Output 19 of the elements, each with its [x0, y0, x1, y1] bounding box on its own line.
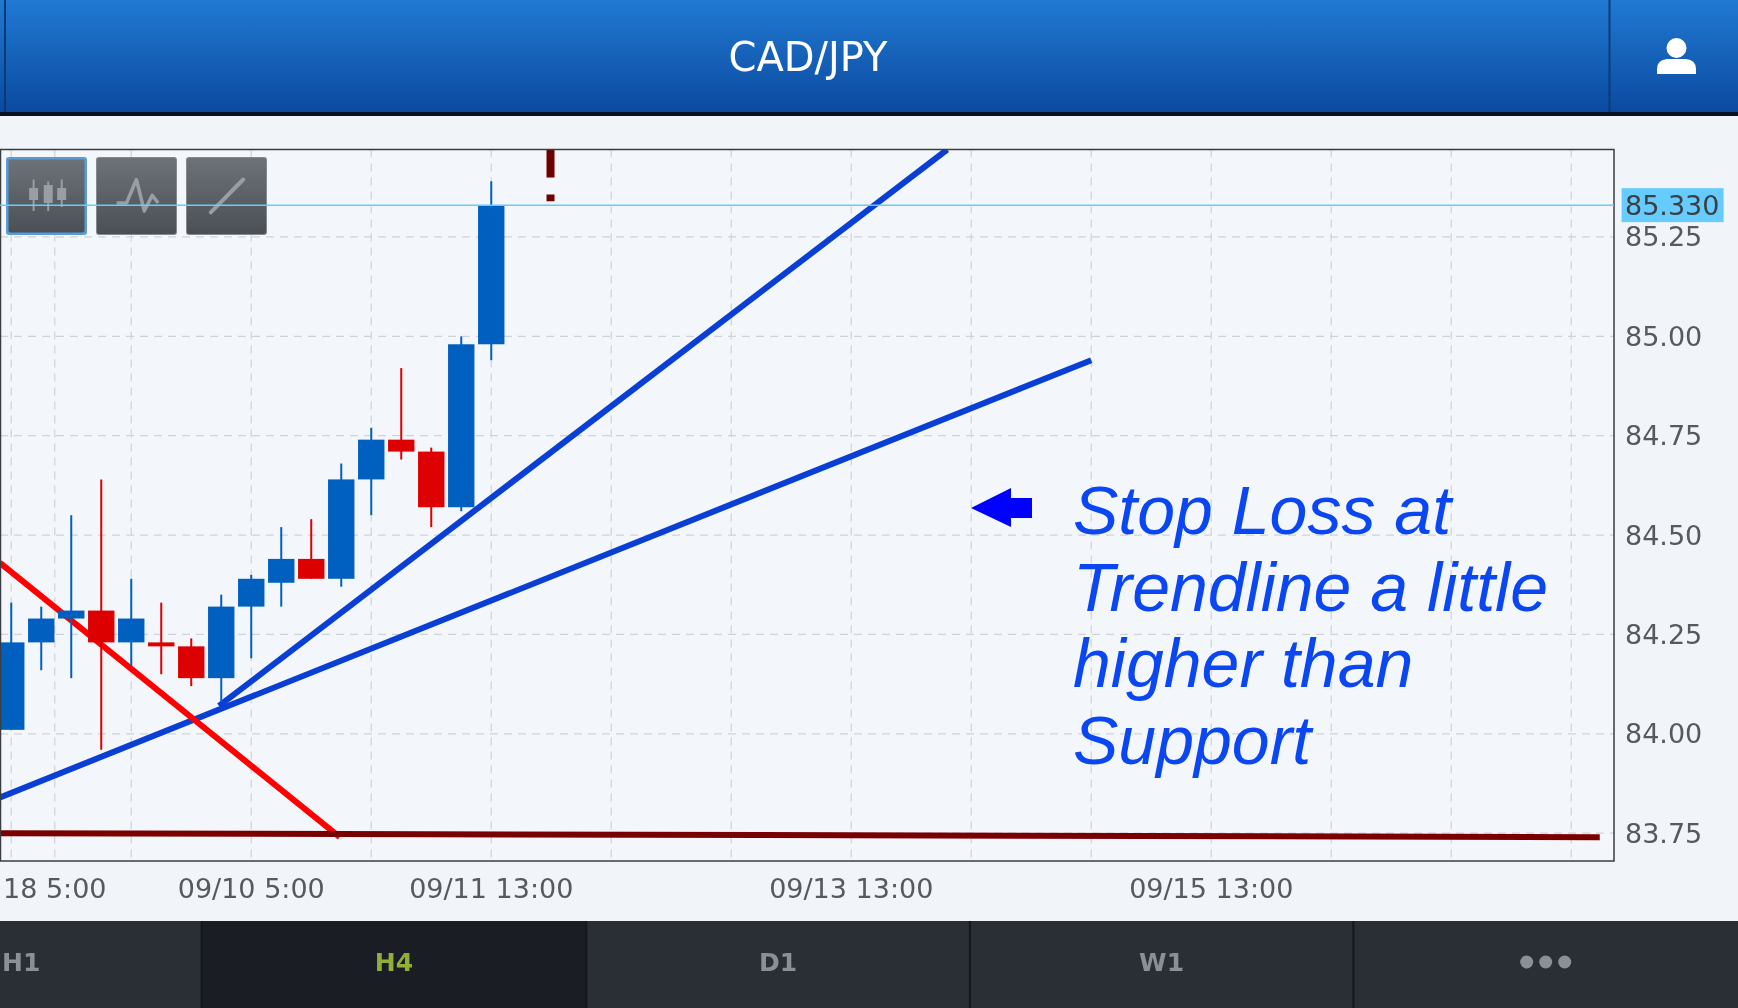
- x-tick-label: 09/13 13:00: [769, 873, 934, 904]
- text: H4: [374, 948, 414, 977]
- chart-title: CAD/JPY: [728, 34, 889, 80]
- ref-line-label: 85.330: [1625, 189, 1720, 221]
- y-tick-label: 84.25: [1625, 618, 1703, 650]
- text: D1: [758, 948, 798, 977]
- y-tick-label: 85.25: [1625, 221, 1703, 253]
- x-tick-label: 09/11 13:00: [409, 873, 574, 904]
- text: H1: [2, 948, 41, 977]
- y-tick-label: 83.75: [1625, 817, 1703, 849]
- y-tick-label: 84.50: [1625, 519, 1703, 551]
- y-tick-label: 85.00: [1625, 320, 1703, 352]
- annotation: Stop Loss at Trendline a little higher than Support: [1073, 472, 1548, 778]
- x-tick-label: 09/10 5:00: [177, 873, 325, 904]
- text: W1: [1139, 948, 1185, 977]
- x-tick-label: 09/15 13:00: [1129, 873, 1294, 904]
- y-tick-label: 84.75: [1625, 420, 1703, 452]
- x-tick-label: 18 5:00: [2, 873, 107, 904]
- y-tick-label: 84.00: [1625, 718, 1703, 750]
